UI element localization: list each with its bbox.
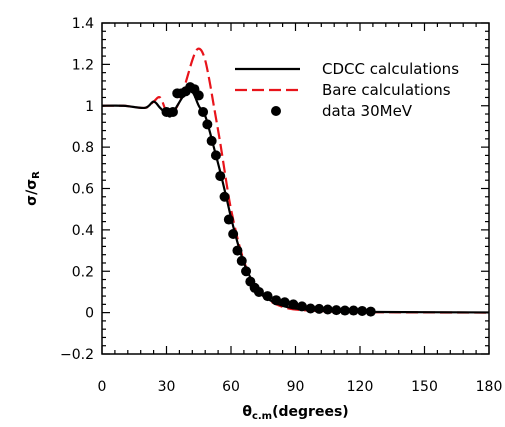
- axes: 0 30 60 90 120 150 180 −0.200.20.40.60.811.21.…: [60, 16, 502, 395]
- data-point: [232, 245, 243, 256]
- data-point: [210, 150, 221, 161]
- y-tick-label: 1.4: [72, 16, 94, 32]
- series-data-30mev: [161, 82, 376, 317]
- y-tick-label: 1.2: [72, 57, 94, 73]
- y-tick-label: −0.2: [60, 347, 94, 363]
- data-point: [241, 266, 252, 277]
- data-point: [253, 286, 264, 297]
- data-point: [228, 229, 239, 240]
- x-axis-label: θc.m(degrees): [242, 404, 348, 422]
- legend-label-bare: Bare calculations: [322, 81, 451, 99]
- legend-label-data: data 30MeV: [322, 102, 413, 120]
- data-point: [314, 303, 325, 314]
- data-point: [193, 90, 204, 101]
- data-point: [305, 303, 316, 314]
- data-point: [236, 255, 247, 266]
- y-tick-label: 0: [85, 306, 94, 322]
- x-tick-label: 60: [222, 379, 240, 395]
- y-axis-label-main: σ/σ: [24, 179, 40, 206]
- legend: CDCC calculations Bare calculations data…: [235, 60, 459, 120]
- y-tick-label: 0.2: [72, 264, 94, 280]
- legend-swatch-data: [271, 106, 281, 116]
- x-tick-label: 120: [347, 379, 374, 395]
- x-tick-label: 150: [411, 379, 438, 395]
- y-tick-label: 0.4: [72, 223, 94, 239]
- data-point: [198, 106, 209, 117]
- data-point: [219, 191, 230, 202]
- data-point: [271, 295, 282, 306]
- x-axis-label-main: θ: [242, 404, 252, 420]
- data-point: [167, 106, 178, 117]
- x-axis-label-rest: (degrees): [272, 404, 349, 420]
- data-point: [206, 135, 217, 146]
- x-tick-label: 90: [287, 379, 305, 395]
- data-point: [365, 306, 376, 317]
- y-tick-label: 1: [85, 99, 94, 115]
- x-tick-label: 180: [476, 379, 503, 395]
- y-tick-label: 0.8: [72, 140, 94, 156]
- data-point: [279, 297, 290, 308]
- y-tick-label: 0.6: [72, 182, 94, 198]
- x-tick-label: 0: [98, 379, 107, 395]
- y-axis-label-sub: R: [31, 171, 42, 179]
- series-line-cdcc: [102, 88, 489, 314]
- data-point: [223, 214, 234, 225]
- plot-area: [102, 47, 489, 317]
- data-point: [339, 305, 350, 316]
- data-point: [288, 299, 299, 310]
- data-point: [348, 305, 359, 316]
- x-axis-ticks: 0 30 60 90 120 150 180: [98, 23, 503, 395]
- x-axis-label-sub: c.m: [252, 411, 272, 422]
- data-point: [262, 291, 273, 302]
- x-tick-label: 30: [158, 379, 176, 395]
- y-axis-ticks: −0.2 0 0.2 0.4 0.6 0.8 1 1.2 1.4: [60, 16, 489, 363]
- y-axis-label: σ/σR: [24, 171, 42, 206]
- data-point: [215, 171, 226, 182]
- series-layer: [102, 47, 489, 317]
- data-point: [202, 119, 213, 130]
- legend-label-cdcc: CDCC calculations: [322, 60, 459, 78]
- data-point: [322, 304, 333, 315]
- data-point: [357, 305, 368, 316]
- data-point: [296, 301, 307, 312]
- data-point: [331, 305, 342, 316]
